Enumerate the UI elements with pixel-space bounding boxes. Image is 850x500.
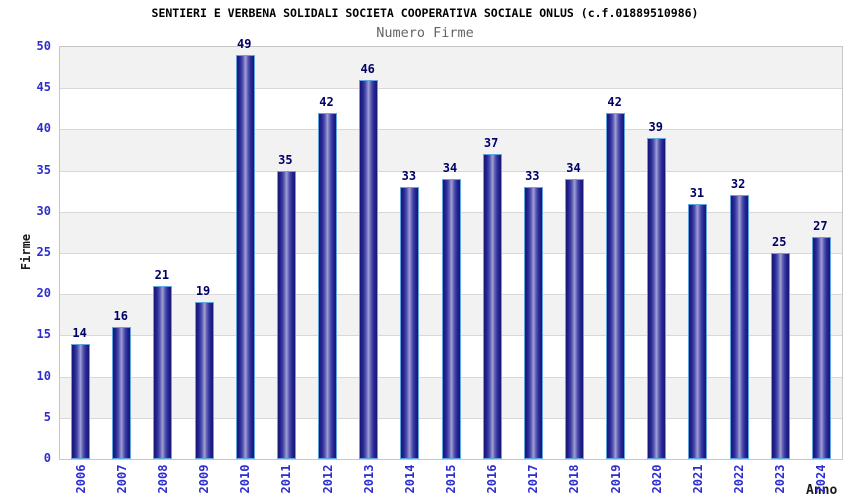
x-axis-title: Anno bbox=[806, 483, 838, 498]
y-tick-label: 10 bbox=[36, 368, 51, 383]
x-tick-label: 2020 bbox=[649, 464, 664, 494]
bar-value-label: 33 bbox=[525, 169, 540, 184]
chart-title: SENTIERI E VERBENA SOLIDALI SOCIETA COOP… bbox=[151, 6, 699, 20]
y-tick-label: 30 bbox=[36, 203, 51, 218]
x-tick-label: 2009 bbox=[197, 464, 212, 494]
bar-2022 bbox=[729, 195, 749, 459]
x-tick-label: 2013 bbox=[361, 464, 376, 494]
x-tick-label: 2022 bbox=[732, 464, 747, 494]
gridline bbox=[60, 170, 842, 172]
bar-2006 bbox=[71, 343, 91, 459]
bar-2013 bbox=[359, 79, 379, 459]
x-tick-label: 2023 bbox=[773, 464, 788, 494]
bar-value-label: 14 bbox=[72, 325, 87, 340]
x-tick-label: 2007 bbox=[114, 464, 129, 494]
grid-band bbox=[60, 88, 842, 130]
bar-2017 bbox=[523, 187, 543, 459]
x-tick-label: 2012 bbox=[320, 464, 335, 494]
x-tick-label: 2018 bbox=[567, 464, 582, 494]
bar-value-label: 31 bbox=[689, 185, 705, 200]
y-tick-label: 25 bbox=[36, 245, 51, 259]
x-tick-label: 2021 bbox=[690, 464, 705, 494]
y-tick-label: 35 bbox=[36, 162, 51, 177]
x-tick-label: 2019 bbox=[608, 464, 623, 494]
x-tick-label: 2015 bbox=[444, 464, 458, 494]
y-tick-label: 50 bbox=[36, 39, 51, 53]
x-tick-label: 2016 bbox=[485, 464, 500, 494]
bar-value-label: 35 bbox=[278, 152, 293, 167]
bar-value-label: 42 bbox=[607, 94, 622, 109]
x-tick-label: 2024 bbox=[814, 464, 829, 494]
bar-value-label: 27 bbox=[813, 218, 828, 233]
x-tick-label: 2010 bbox=[238, 464, 253, 494]
bar-value-label: 32 bbox=[730, 177, 746, 192]
bar-2018 bbox=[564, 178, 584, 459]
grid-band bbox=[60, 47, 842, 89]
x-tick-label: 2008 bbox=[155, 464, 170, 494]
bar-2024 bbox=[811, 236, 831, 459]
bar-value-label: 34 bbox=[566, 160, 581, 175]
y-tick-label: 40 bbox=[36, 121, 51, 136]
bar-2015 bbox=[441, 178, 461, 459]
y-tick-label: 15 bbox=[36, 327, 51, 342]
y-tick-label: 0 bbox=[43, 451, 51, 465]
grid-band bbox=[60, 129, 842, 171]
bar-2023 bbox=[770, 253, 790, 459]
bar-value-label: 46 bbox=[360, 61, 375, 76]
plot-area bbox=[59, 46, 843, 460]
bar-value-label: 33 bbox=[401, 169, 417, 184]
bar-2014 bbox=[400, 187, 420, 459]
y-tick-label: 20 bbox=[36, 286, 51, 301]
bar-2021 bbox=[688, 203, 708, 459]
x-tick-label: 2014 bbox=[402, 464, 417, 494]
gridline bbox=[60, 88, 842, 90]
y-tick-label: 45 bbox=[36, 80, 51, 95]
gridline bbox=[60, 129, 842, 131]
bar-2008 bbox=[153, 285, 173, 459]
bar-2010 bbox=[235, 55, 255, 459]
bar-2019 bbox=[606, 112, 626, 459]
bar-value-label: 39 bbox=[648, 119, 664, 134]
chart-subtitle: Numero Firme bbox=[376, 25, 474, 41]
bar-value-label: 49 bbox=[236, 37, 252, 52]
bar-2012 bbox=[318, 112, 338, 459]
bar-2011 bbox=[276, 170, 296, 459]
y-axis-title: Firme bbox=[19, 233, 33, 271]
x-tick-label: 2011 bbox=[279, 464, 294, 494]
bar-2007 bbox=[112, 327, 132, 459]
bar-value-label: 21 bbox=[154, 267, 170, 282]
bar-value-label: 19 bbox=[195, 284, 211, 299]
bar-2016 bbox=[482, 154, 502, 459]
bar-value-label: 16 bbox=[113, 309, 128, 324]
bar-2020 bbox=[647, 137, 667, 459]
bar-value-label: 25 bbox=[772, 235, 787, 249]
bar-value-label: 42 bbox=[319, 94, 334, 109]
bar-value-label: 37 bbox=[483, 136, 499, 151]
bar-2009 bbox=[194, 302, 214, 459]
x-tick-label: 2006 bbox=[73, 464, 88, 494]
x-tick-label: 2017 bbox=[526, 464, 541, 494]
y-tick-label: 5 bbox=[43, 409, 51, 424]
bar-value-label: 34 bbox=[442, 160, 458, 175]
